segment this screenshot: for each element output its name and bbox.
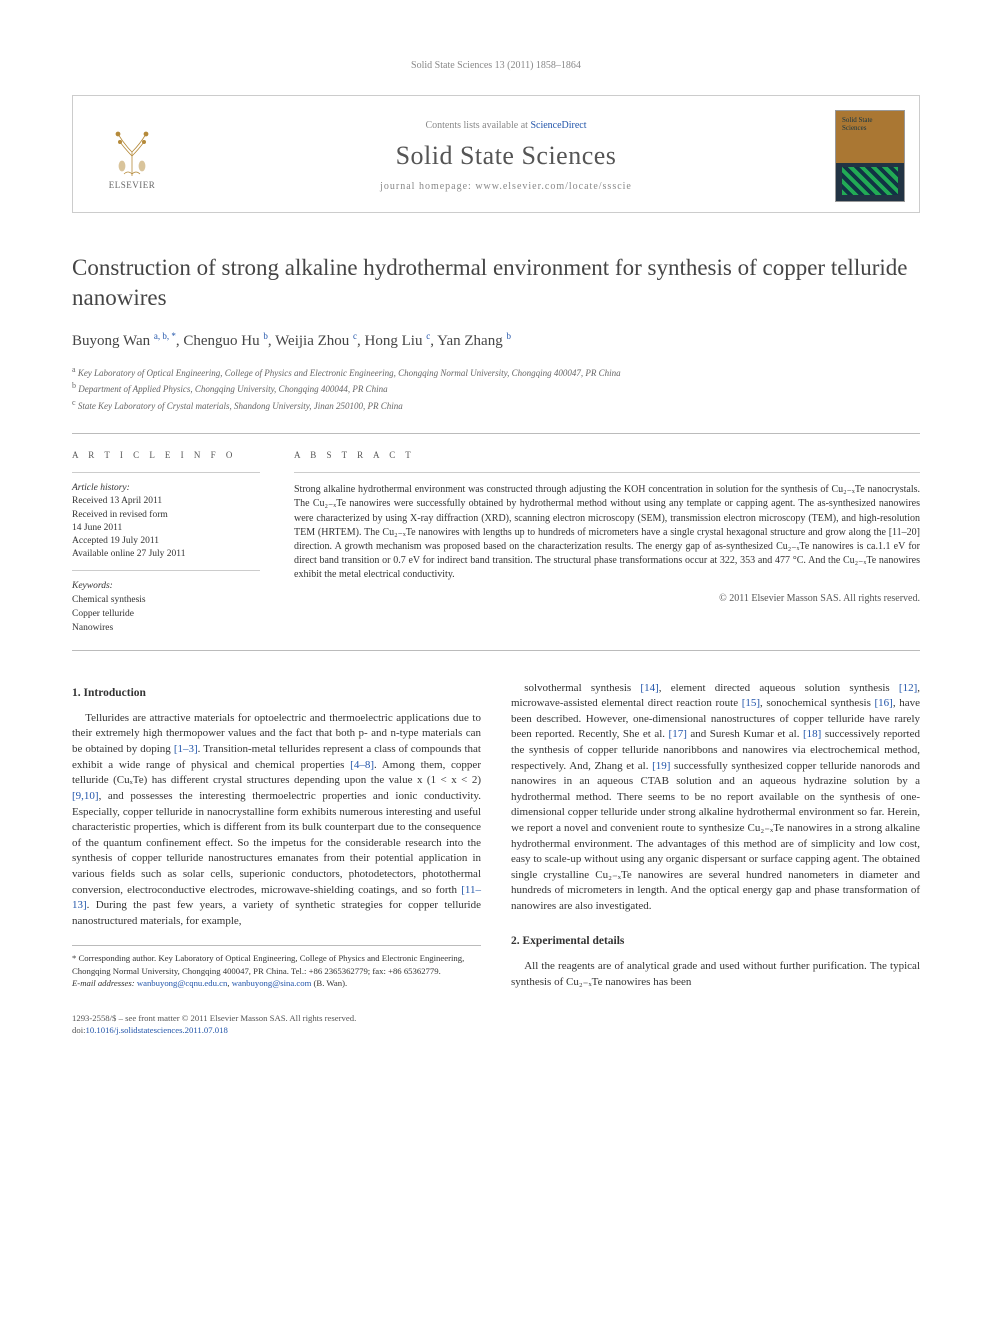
contents-prefix: Contents lists available at [425,120,530,131]
email-label: E-mail addresses: [72,978,137,988]
keywords-label: Keywords: [72,581,260,591]
ref-link[interactable]: [14] [640,682,658,694]
corresponding-author-footnote: * Corresponding author. Key Laboratory o… [72,945,481,989]
article-history-label: Article history: [72,483,260,493]
history-item: Received 13 April 2011 [72,495,260,508]
section-heading-experimental: 2. Experimental details [511,933,920,949]
page-footer: 1293-2558/$ – see front matter © 2011 El… [72,1012,920,1036]
article-info-header: A R T I C L E I N F O [72,450,260,460]
history-item: Available online 27 July 2011 [72,548,260,561]
email-link-1[interactable]: wanbuyong@cqnu.edu.cn [137,978,228,988]
article-title: Construction of strong alkaline hydrothe… [72,253,920,313]
affiliation-line: b Department of Applied Physics, Chongqi… [72,380,920,397]
affiliation-line: a Key Laboratory of Optical Engineering,… [72,364,920,381]
email-tail: (B. Wan). [311,978,347,988]
affiliation-line: c State Key Laboratory of Crystal materi… [72,397,920,414]
history-item: 14 June 2011 [72,522,260,535]
ref-link[interactable]: [15] [742,697,760,709]
email-link-2[interactable]: wanbuyong@sina.com [232,978,312,988]
abstract-header: A B S T R A C T [294,450,920,460]
rule [72,650,920,651]
homepage-prefix: journal homepage: [380,181,475,192]
history-item: Received in revised form [72,509,260,522]
publisher-label: ELSEVIER [87,180,177,190]
ref-link[interactable]: [1–3] [174,743,198,755]
affiliations: a Key Laboratory of Optical Engineering,… [72,364,920,414]
intro-paragraph-part1: Tellurides are attractive materials for … [72,711,481,930]
doi-label: doi: [72,1025,86,1035]
publisher-logo-block: ELSEVIER [87,122,177,190]
abstract-copyright: © 2011 Elsevier Masson SAS. All rights r… [294,593,920,604]
intro-paragraph-part2: solvothermal synthesis [14], element dir… [511,681,920,915]
article-body: 1. Introduction Tellurides are attractiv… [72,681,920,991]
article-info-column: A R T I C L E I N F O Article history: R… [72,450,260,635]
abstract-column: A B S T R A C T Strong alkaline hydrothe… [294,450,920,635]
ref-link[interactable]: [17] [669,728,687,740]
ref-link[interactable]: [16] [875,697,893,709]
keyword-item: Nanowires [72,621,260,635]
sciencedirect-link[interactable]: ScienceDirect [530,120,586,131]
running-head: Solid State Sciences 13 (2011) 1858–1864 [72,60,920,71]
ref-link[interactable]: [19] [652,760,670,772]
front-matter-line: 1293-2558/$ – see front matter © 2011 El… [72,1012,920,1024]
cover-art [842,167,898,195]
experimental-paragraph: All the reagents are of analytical grade… [511,959,920,990]
corr-author-text: * Corresponding author. Key Laboratory o… [72,952,481,976]
elsevier-tree-icon [104,122,160,178]
history-item: Accepted 19 July 2011 [72,535,260,548]
abstract-text: Strong alkaline hydrothermal environment… [294,483,920,582]
journal-cover-thumbnail: Solid State Sciences [835,110,905,202]
ref-link[interactable]: [12] [899,682,917,694]
ref-link[interactable]: [11–13] [72,884,481,912]
cover-title: Solid State Sciences [842,117,898,132]
section-heading-intro: 1. Introduction [72,685,481,701]
keyword-item: Chemical synthesis [72,593,260,607]
journal-name: Solid State Sciences [177,141,835,171]
author-list: Buyong Wan a, b, *, Chenguo Hu b, Weijia… [72,331,920,350]
doi-link[interactable]: 10.1016/j.solidstatesciences.2011.07.018 [86,1025,228,1035]
email-line: E-mail addresses: wanbuyong@cqnu.edu.cn,… [72,977,481,989]
ref-link[interactable]: [4–8] [350,759,374,771]
contents-list-line: Contents lists available at ScienceDirec… [177,120,835,131]
journal-homepage-line: journal homepage: www.elsevier.com/locat… [177,181,835,192]
masthead: ELSEVIER Contents lists available at Sci… [72,95,920,213]
ref-link[interactable]: [9,10] [72,790,99,802]
homepage-url: www.elsevier.com/locate/ssscie [475,181,632,192]
ref-link[interactable]: [18] [803,728,821,740]
keyword-item: Copper telluride [72,607,260,621]
